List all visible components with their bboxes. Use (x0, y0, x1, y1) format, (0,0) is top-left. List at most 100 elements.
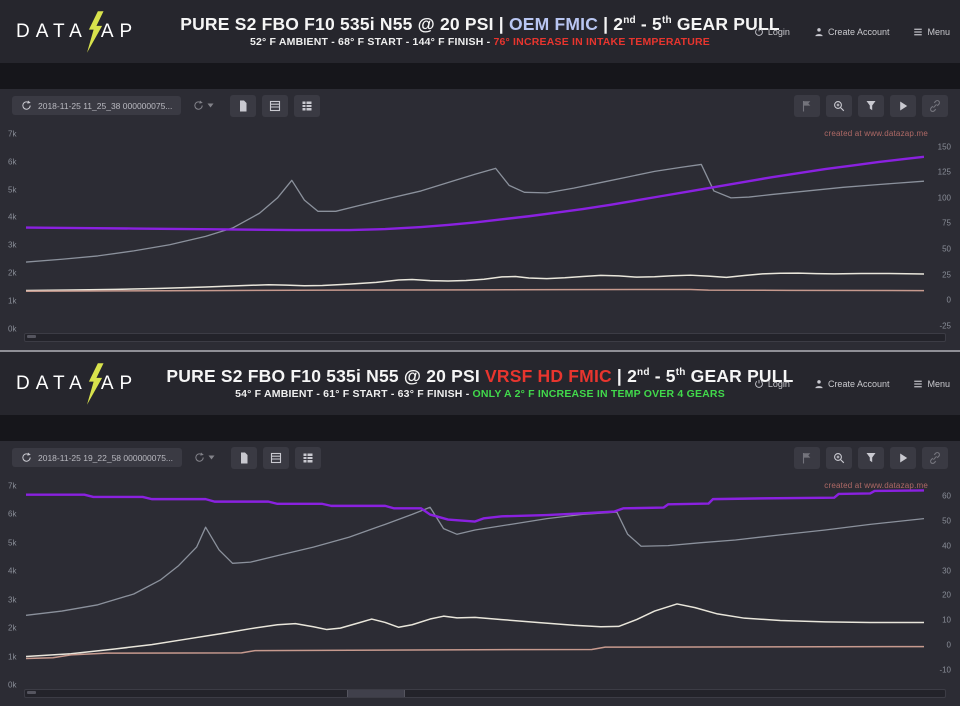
series-cream (26, 604, 924, 657)
play-button[interactable] (890, 94, 916, 117)
zoom-icon (834, 100, 845, 111)
right-axis-tick: 125 (937, 167, 951, 177)
menu-button[interactable]: Menu (913, 27, 950, 37)
table-icon (303, 453, 313, 462)
logo-text-pre: DATA (16, 372, 88, 394)
chart-plot-area[interactable]: 7k 6k 5k 4k 3k 2k 1k 0k 150 125 100 75 50 25 0 -25 cre… (0, 124, 960, 334)
right-axis-tick: 0 (946, 640, 951, 650)
flag-marker-button[interactable] (794, 446, 820, 469)
right-axis-tick: 100 (937, 193, 951, 203)
header-titles: PURE S2 FBO F10 535i N55 @ 20 PSI | OEM … (180, 14, 780, 48)
log-title: PURE S2 FBO F10 535i N55 @ 20 PSI | OEM … (180, 14, 780, 35)
right-axis-tick: 150 (937, 142, 951, 152)
right-axis-tick: 10 (942, 615, 951, 625)
data-table-button[interactable] (294, 94, 321, 117)
left-axis-tick: 4k (8, 566, 17, 576)
share-link-button[interactable] (922, 94, 948, 117)
chart-plot-area[interactable]: 7k 6k 5k 4k 3k 2k 1k 0k 60 50 40 30 20 10 0 -10 create… (0, 476, 960, 690)
play-icon (900, 453, 908, 462)
left-axis-tick: 1k (8, 296, 17, 306)
reload-icon (22, 452, 31, 462)
chart-horizontal-scrollbar[interactable] (24, 688, 946, 698)
new-file-button[interactable] (231, 446, 258, 469)
series-purple (26, 157, 924, 230)
play-button[interactable] (890, 446, 916, 469)
sync-dropdown[interactable] (193, 100, 214, 111)
logo-text-post: AP (100, 372, 139, 394)
chart-series-svg (26, 476, 924, 685)
scrollbar-thumb[interactable] (27, 690, 36, 694)
log-file-name: 2018-11-25 11_25_38 000000075... (38, 100, 173, 111)
datazap-logo[interactable]: DATA AP (16, 0, 138, 63)
left-axis-tick: 3k (8, 595, 17, 605)
layout-panels-button[interactable] (263, 446, 290, 469)
layout-panels-button[interactable] (262, 94, 289, 117)
chart-horizontal-scrollbar[interactable] (24, 332, 946, 342)
create-account-button[interactable]: Create Account (814, 27, 889, 37)
filter-icon (866, 100, 876, 110)
header-nav: Login Create Account Menu (754, 352, 950, 415)
share-link-button[interactable] (922, 446, 948, 469)
filter-button[interactable] (858, 94, 884, 117)
flag-marker-button[interactable] (794, 94, 820, 117)
filter-button[interactable] (858, 446, 884, 469)
series-gray (26, 164, 924, 262)
log-file-button[interactable]: 2018-11-25 11_25_38 000000075... (12, 96, 182, 115)
file-icon (240, 100, 247, 111)
log-file-button[interactable]: 2018-11-25 19_22_58 000000075... (12, 448, 183, 467)
series-salmon (26, 290, 924, 292)
left-axis-tick: 2k (8, 268, 17, 278)
sync-icon (195, 452, 204, 462)
reload-icon (22, 100, 31, 110)
left-axis-tick: 6k (8, 157, 17, 167)
datazap-logo[interactable]: DATA AP (16, 352, 138, 415)
create-account-button[interactable]: Create Account (814, 378, 890, 389)
header-titles: PURE S2 FBO F10 535i N55 @ 20 PSI VRSF H… (166, 366, 793, 400)
chart-canvas[interactable] (26, 476, 924, 685)
toolbar-right-group (794, 94, 948, 117)
left-axis-tick: 5k (8, 538, 17, 548)
zoom-button[interactable] (826, 446, 852, 469)
left-axis-tick: 0k (8, 680, 17, 690)
lightning-bolt-icon (86, 10, 104, 53)
create-account-label: Create Account (827, 378, 890, 389)
left-axis-tick: 3k (8, 240, 17, 250)
menu-icon (914, 28, 923, 35)
flag-icon (802, 100, 811, 111)
login-button[interactable]: Login (754, 27, 790, 37)
left-axis-tick: 7k (8, 481, 17, 491)
right-axis: 150 125 100 75 50 25 0 -25 (924, 124, 960, 330)
play-icon (900, 101, 908, 110)
left-axis-tick: 5k (8, 185, 17, 195)
watermark: created at www.datazap.me (824, 481, 928, 490)
chart-toolbar: 2018-11-25 11_25_38 000000075... (0, 89, 960, 122)
left-axis-tick: 6k (8, 509, 17, 519)
right-axis-tick: -10 (939, 665, 951, 675)
zoom-button[interactable] (826, 94, 852, 117)
right-axis-tick: 0 (946, 295, 951, 305)
new-file-button[interactable] (230, 94, 257, 117)
data-table-button[interactable] (295, 446, 322, 469)
left-axis: 7k 6k 5k 4k 3k 2k 1k 0k (0, 476, 26, 689)
right-axis-tick: 40 (942, 541, 951, 551)
link-icon (930, 451, 940, 464)
menu-button[interactable]: Menu (913, 379, 950, 389)
series-gray (26, 507, 924, 615)
left-axis-tick: 2k (8, 623, 17, 633)
chart-canvas[interactable] (26, 124, 924, 329)
left-axis-tick: 7k (8, 129, 17, 139)
left-axis-tick: 4k (8, 212, 17, 222)
menu-label: Menu (927, 378, 950, 389)
scrollbar-thumb[interactable] (27, 334, 36, 338)
logo-text-pre: DATA (16, 20, 88, 42)
header: DATA AP PURE S2 FBO F10 535i N55 @ 20 PS… (0, 0, 960, 63)
header-divider-strip (0, 415, 960, 441)
toolbar-right-group (794, 446, 948, 469)
login-button[interactable]: Login (754, 379, 790, 389)
link-icon (930, 99, 940, 112)
sync-dropdown[interactable] (194, 452, 215, 463)
right-axis-tick: 75 (942, 218, 951, 228)
scrollbar-range-selection[interactable] (347, 689, 405, 697)
menu-icon (914, 380, 923, 387)
